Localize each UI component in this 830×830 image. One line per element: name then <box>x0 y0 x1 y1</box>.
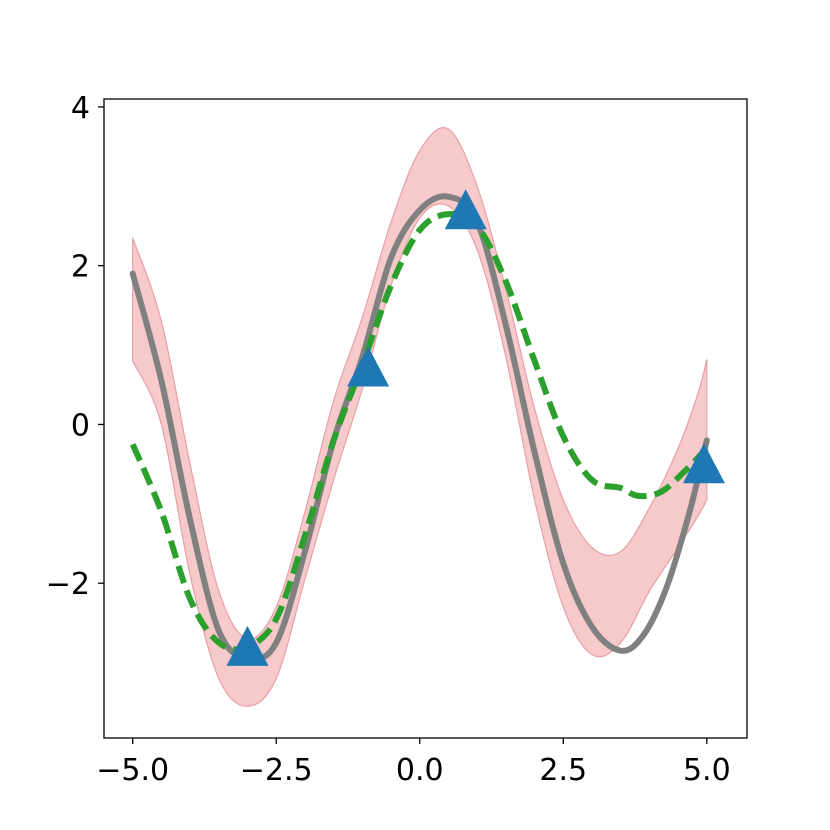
plot-area <box>129 127 725 707</box>
solid-series-line <box>129 193 710 663</box>
triangle-marker <box>226 625 269 666</box>
x-tick-label: 5.0 <box>683 753 731 788</box>
triangle-marker <box>347 346 390 387</box>
dashed-series-line <box>129 210 709 653</box>
triangle-marker <box>682 443 725 484</box>
y-tick-label: −2 <box>46 567 90 602</box>
x-tick-label: 2.5 <box>539 753 587 788</box>
y-axis: −2 0 2 4 <box>46 91 104 602</box>
x-tick-label: 0.0 <box>396 753 444 788</box>
y-tick-label: 0 <box>71 408 90 443</box>
axes-frame <box>103 98 748 739</box>
x-axis: −5.0 −2.5 0.0 2.5 5.0 <box>96 738 731 788</box>
x-tick-label: −5.0 <box>96 753 169 788</box>
triangle-marker <box>444 189 487 230</box>
y-tick-label: 4 <box>71 91 90 126</box>
x-tick-label: −2.5 <box>240 753 313 788</box>
y-tick-label: 2 <box>71 250 90 285</box>
